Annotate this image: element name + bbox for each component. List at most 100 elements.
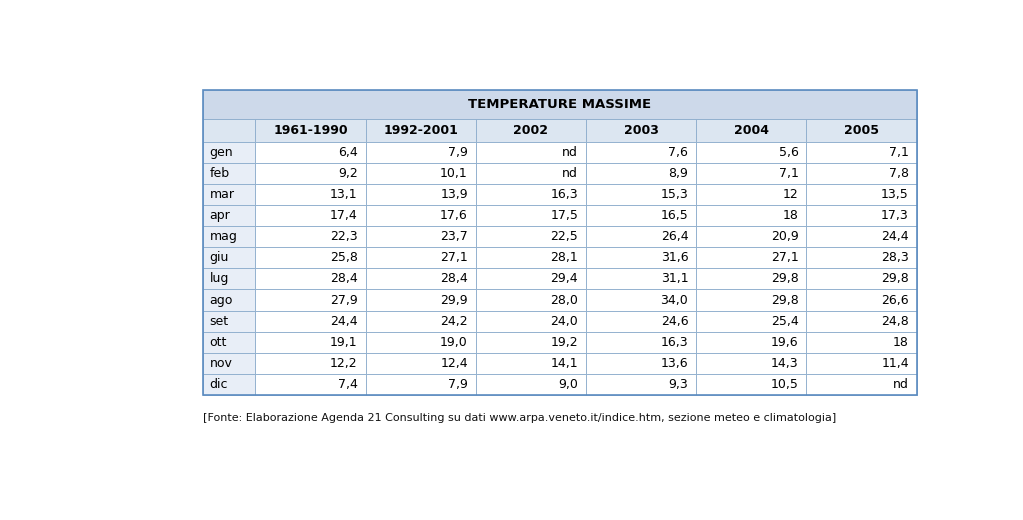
- Bar: [204, 268, 256, 290]
- Text: set: set: [210, 315, 229, 328]
- Text: giu: giu: [210, 252, 229, 265]
- Bar: [586, 310, 697, 332]
- Bar: [586, 205, 697, 226]
- Text: 29,8: 29,8: [770, 272, 799, 285]
- Bar: [256, 205, 365, 226]
- Text: 1992-2001: 1992-2001: [384, 124, 458, 137]
- Text: 27,9: 27,9: [329, 293, 358, 306]
- Text: 24,0: 24,0: [550, 315, 578, 328]
- Text: 29,9: 29,9: [440, 293, 468, 306]
- Bar: [365, 332, 476, 353]
- Bar: [476, 374, 586, 395]
- Text: 24,6: 24,6: [661, 315, 688, 328]
- Bar: [586, 248, 697, 268]
- Bar: [204, 205, 256, 226]
- Text: 9,0: 9,0: [559, 378, 578, 391]
- Bar: [476, 184, 586, 205]
- Bar: [697, 353, 806, 374]
- Bar: [697, 310, 806, 332]
- Bar: [697, 163, 806, 184]
- Text: 22,5: 22,5: [550, 230, 578, 243]
- Text: 27,1: 27,1: [770, 252, 799, 265]
- Bar: [697, 184, 806, 205]
- Text: 12: 12: [783, 188, 799, 201]
- Text: 11,4: 11,4: [881, 357, 908, 370]
- Text: 16,5: 16,5: [661, 210, 688, 223]
- Text: 19,2: 19,2: [550, 335, 578, 348]
- Text: 19,6: 19,6: [771, 335, 799, 348]
- Text: 20,9: 20,9: [770, 230, 799, 243]
- Bar: [256, 226, 365, 248]
- Bar: [697, 142, 806, 163]
- Bar: [586, 142, 697, 163]
- Bar: [204, 310, 256, 332]
- Bar: [806, 310, 917, 332]
- Bar: [256, 268, 365, 290]
- Bar: [586, 290, 697, 310]
- Bar: [204, 248, 256, 268]
- Bar: [476, 205, 586, 226]
- Bar: [365, 290, 476, 310]
- Text: ago: ago: [210, 293, 233, 306]
- Bar: [806, 353, 917, 374]
- Text: 7,1: 7,1: [779, 167, 799, 180]
- Text: ott: ott: [210, 335, 227, 348]
- Text: 25,4: 25,4: [770, 315, 799, 328]
- Bar: [697, 205, 806, 226]
- Bar: [204, 119, 256, 142]
- Bar: [256, 248, 365, 268]
- Text: 24,8: 24,8: [881, 315, 908, 328]
- Text: gen: gen: [210, 146, 233, 159]
- Bar: [256, 184, 365, 205]
- Bar: [586, 268, 697, 290]
- Text: 2002: 2002: [514, 124, 548, 137]
- Text: 1961-1990: 1961-1990: [273, 124, 348, 137]
- Text: 16,3: 16,3: [550, 188, 578, 201]
- Text: 15,3: 15,3: [661, 188, 688, 201]
- Text: 2005: 2005: [844, 124, 879, 137]
- Text: nd: nd: [893, 378, 908, 391]
- Text: 2003: 2003: [624, 124, 659, 137]
- Text: 18: 18: [783, 210, 799, 223]
- Text: 13,6: 13,6: [661, 357, 688, 370]
- Bar: [204, 290, 256, 310]
- Bar: [476, 226, 586, 248]
- Text: apr: apr: [210, 210, 230, 223]
- Bar: [256, 119, 365, 142]
- Text: 5,6: 5,6: [779, 146, 799, 159]
- Bar: [806, 142, 917, 163]
- Text: 26,4: 26,4: [661, 230, 688, 243]
- Bar: [806, 205, 917, 226]
- Text: 24,4: 24,4: [881, 230, 908, 243]
- Bar: [586, 226, 697, 248]
- Bar: [365, 248, 476, 268]
- Text: 34,0: 34,0: [661, 293, 688, 306]
- Bar: [256, 290, 365, 310]
- Bar: [697, 332, 806, 353]
- Text: 26,6: 26,6: [881, 293, 908, 306]
- Text: nov: nov: [210, 357, 232, 370]
- Text: mar: mar: [210, 188, 234, 201]
- Text: 10,1: 10,1: [440, 167, 468, 180]
- Bar: [256, 374, 365, 395]
- Bar: [476, 290, 586, 310]
- Text: [Fonte: Elaborazione Agenda 21 Consulting su dati www.arpa.veneto.it/indice.htm,: [Fonte: Elaborazione Agenda 21 Consultin…: [204, 413, 837, 423]
- Text: 9,3: 9,3: [669, 378, 688, 391]
- Bar: [697, 268, 806, 290]
- Text: 28,4: 28,4: [440, 272, 468, 285]
- Bar: [697, 374, 806, 395]
- Bar: [806, 268, 917, 290]
- Text: 13,9: 13,9: [440, 188, 468, 201]
- Text: 9,2: 9,2: [338, 167, 358, 180]
- Bar: [256, 163, 365, 184]
- Text: nd: nd: [563, 167, 578, 180]
- Bar: [697, 290, 806, 310]
- Text: 28,3: 28,3: [881, 252, 908, 265]
- Bar: [204, 332, 256, 353]
- Text: 7,6: 7,6: [668, 146, 688, 159]
- Bar: [256, 353, 365, 374]
- Bar: [586, 353, 697, 374]
- Bar: [365, 205, 476, 226]
- Bar: [476, 248, 586, 268]
- Text: dic: dic: [210, 378, 228, 391]
